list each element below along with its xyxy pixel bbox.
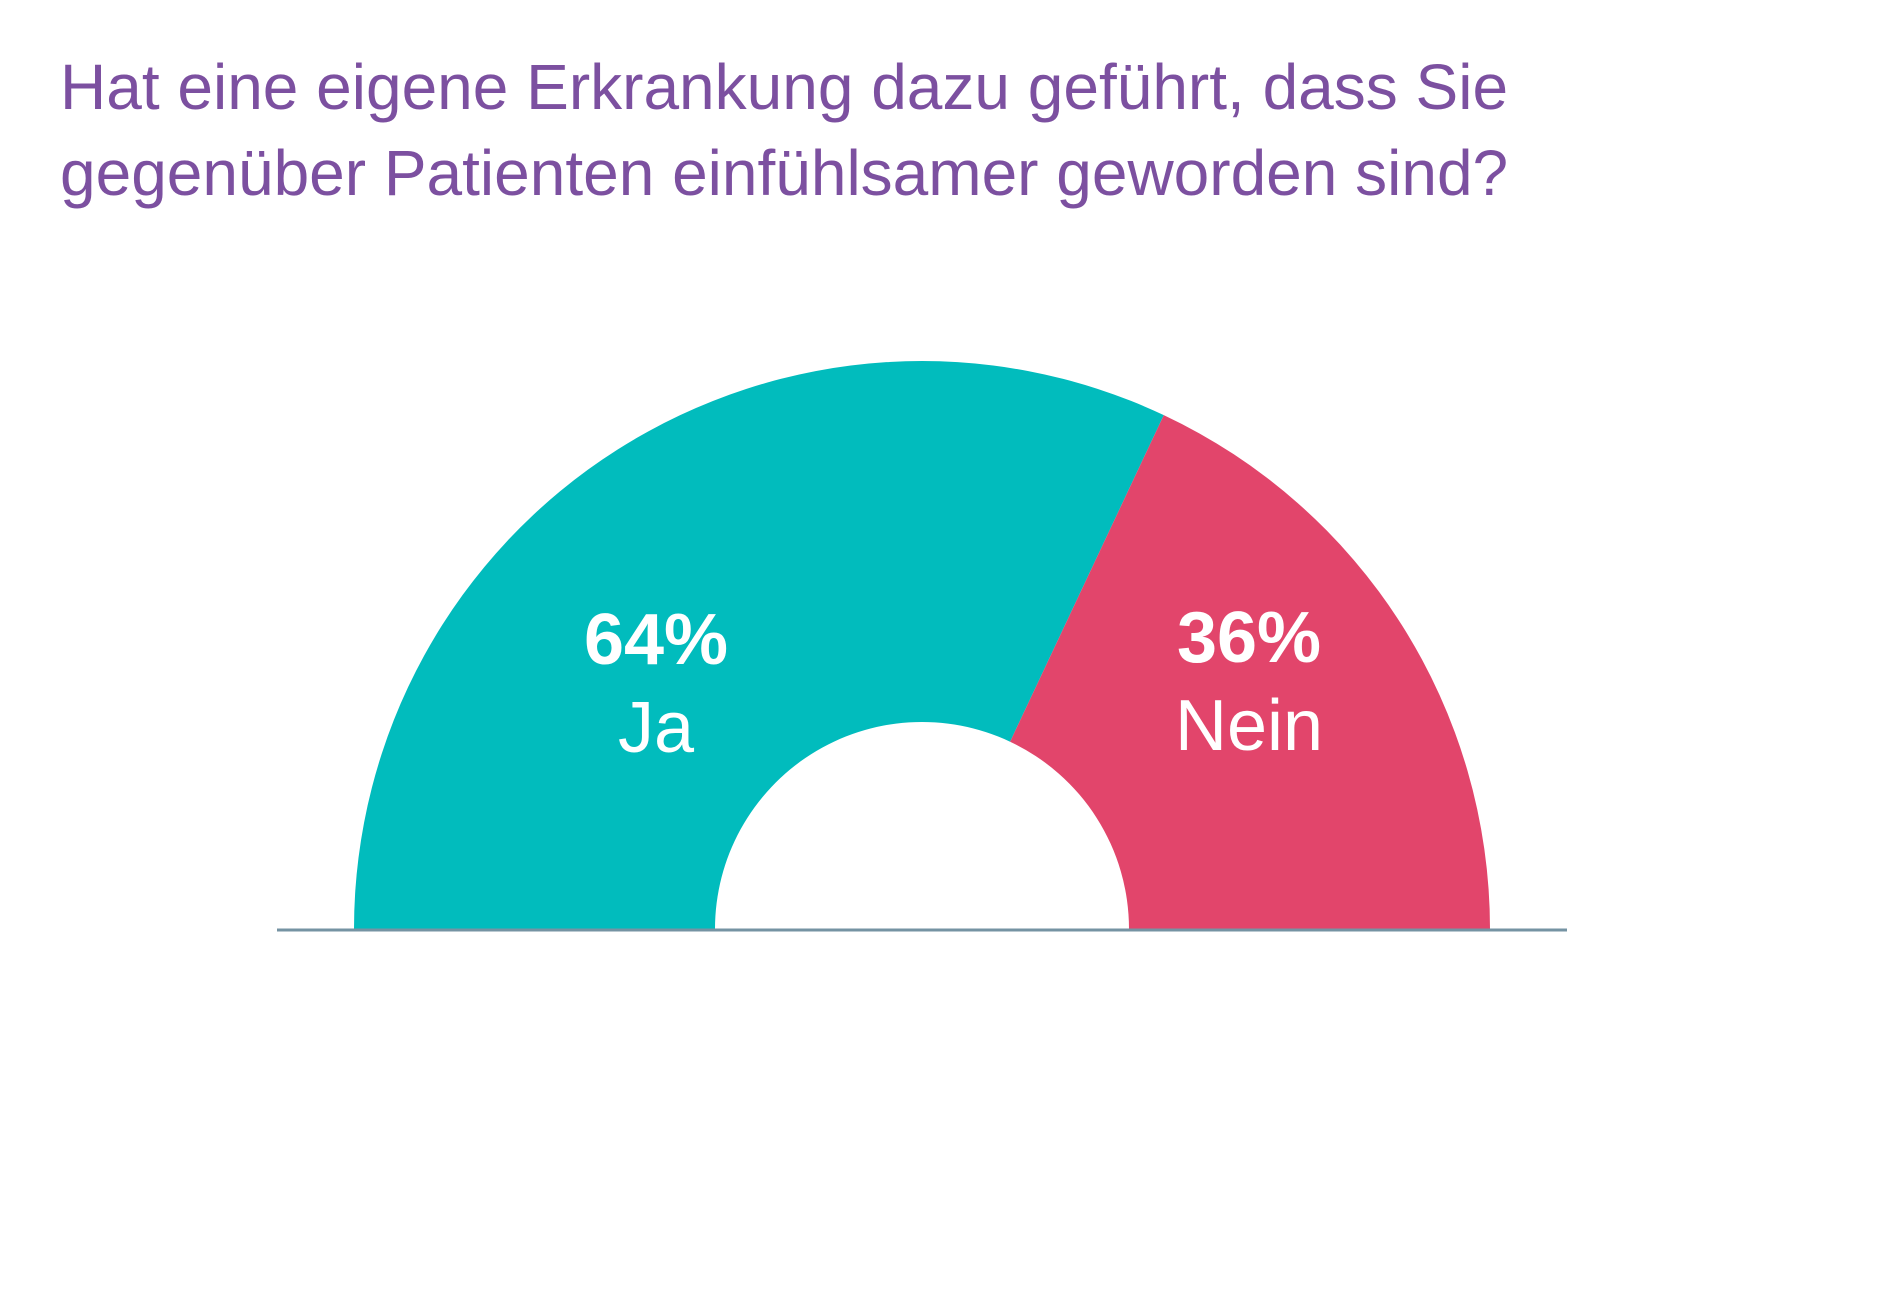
label-nein-name: Nein (1174, 686, 1324, 766)
label-ja-name: Ja (617, 688, 695, 768)
segment-ja (354, 361, 1164, 929)
label-ja: 64% Ja (584, 596, 728, 772)
chart-title-line2: gegenüber Patienten einfühlsamer geworde… (60, 137, 1509, 209)
chart-title: Hat eine eigene Erkrankung dazu geführt,… (60, 44, 1508, 216)
label-nein-percent: 36% (1176, 598, 1322, 678)
chart-title-line1: Hat eine eigene Erkrankung dazu geführt,… (60, 51, 1509, 123)
label-nein: 36% Nein (1175, 594, 1323, 770)
segment-nein (1010, 415, 1490, 930)
label-ja-percent: 64% (583, 600, 729, 680)
